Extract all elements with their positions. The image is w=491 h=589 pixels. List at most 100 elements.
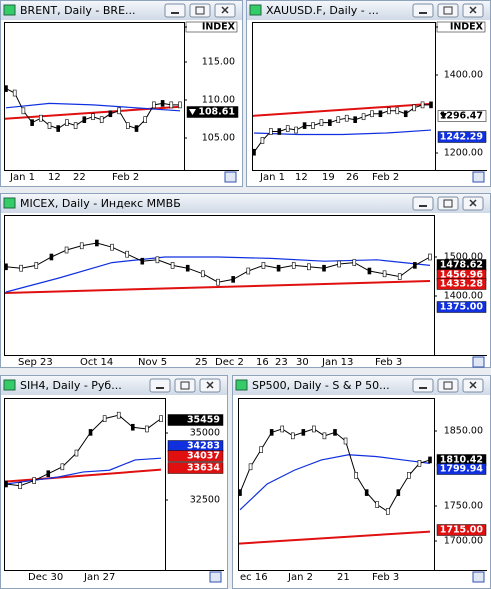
candle [361,113,366,121]
candle [412,104,416,112]
title-bar [1,194,490,213]
price-tag-label: 35459 [187,415,220,426]
date-label: 16 [256,357,269,368]
candle [30,119,34,126]
candle [396,489,401,496]
candle [152,101,156,109]
minimize-button[interactable] [149,378,171,393]
price-tag-label: 1478.62 [440,260,483,271]
maximize-button[interactable] [437,3,459,18]
window-icon [249,4,262,16]
candle [74,449,79,457]
candle [336,116,341,123]
minimize-button[interactable] [412,378,434,393]
candle [290,432,295,440]
maximize-button[interactable] [189,3,211,18]
date-label: 30 [296,357,309,368]
scroll-end-button[interactable] [209,571,222,583]
candle [60,463,65,471]
price-tag-label: 108.61 [198,107,235,118]
price-line [253,104,431,153]
axis-label: 1700.00 [444,536,483,547]
minimize-glyph [419,387,427,389]
candle [420,101,425,109]
candle [4,263,8,271]
price-tag [437,110,487,122]
date-label: 23 [275,357,288,368]
price-tag [167,450,224,462]
candle [238,489,242,496]
candle [382,270,387,278]
price-arrow [440,113,447,119]
close-glyph [469,199,477,207]
candle [126,122,130,129]
price-tag [436,278,487,290]
candle [216,278,220,286]
candle [269,429,274,436]
axis-label: 1500.00 [444,252,483,263]
price-tag-label: 1433.28 [440,279,484,290]
moving-average-red [238,530,431,545]
scroll-end-button[interactable] [472,171,485,183]
price-tag [186,106,239,118]
candle [131,423,135,431]
candle [413,262,417,269]
candle [428,253,432,261]
candle [32,477,36,484]
date-label: Feb 2 [372,172,399,183]
candle [285,125,290,132]
axis-label: 1850.00 [444,426,483,437]
scroll-end-button[interactable] [224,171,237,183]
axis-label: 110.00 [202,95,235,106]
axis-label: 32500 [190,495,220,506]
maximize-button[interactable] [437,378,459,393]
chart-window: SP500, Daily - S & P 50... 1850.00 1750.00… [232,375,491,589]
moving-average-red [252,102,432,117]
chart-window: XAUUSD.F, Daily - ... INDEX 1400.00 1200.00… [246,0,491,187]
candle [73,122,78,129]
scroll-end-button[interactable] [472,356,485,368]
candle [18,482,22,490]
price-line [5,414,162,487]
date-label: 12 [295,172,308,183]
candle [259,446,263,453]
axis-index-label: INDEX [450,22,484,33]
candle [261,262,266,269]
candle [4,480,8,488]
chart-window: SIH4, Daily - Руб... 35000 32500 35459 34283… [0,375,228,589]
candle [322,264,326,272]
candle [367,267,372,275]
window-icon [3,197,16,209]
price-tag [167,462,224,474]
candle [56,125,61,132]
window-title: XAUUSD.F, Daily - ... [266,4,379,17]
date-label: 19 [322,172,335,183]
candle [385,508,390,515]
minimize-button[interactable] [412,3,434,18]
candle [302,122,307,129]
candle [79,242,84,250]
candle [294,126,298,134]
date-label: 26 [346,172,359,183]
maximize-button[interactable] [174,378,196,393]
date-label: Dec 2 [215,357,244,368]
date-label: Feb 2 [112,172,139,183]
minimize-button[interactable] [412,196,434,211]
axis-label: 35000 [190,428,220,439]
candle [344,114,349,122]
maximize-button[interactable] [437,196,459,211]
candle [328,119,332,126]
candle [12,89,17,97]
candle [428,456,432,464]
candle [319,119,324,126]
candle [354,472,358,479]
moving-average-blue [5,256,431,293]
window-title: BRENT, Daily - BRE... [20,4,136,17]
axis-label: 1200.00 [444,148,483,159]
moving-average-red [4,280,431,294]
scroll-end-button[interactable] [472,571,485,583]
minimize-button[interactable] [164,3,186,18]
candle [143,116,147,123]
price-tag [436,524,487,536]
candle [169,101,174,109]
